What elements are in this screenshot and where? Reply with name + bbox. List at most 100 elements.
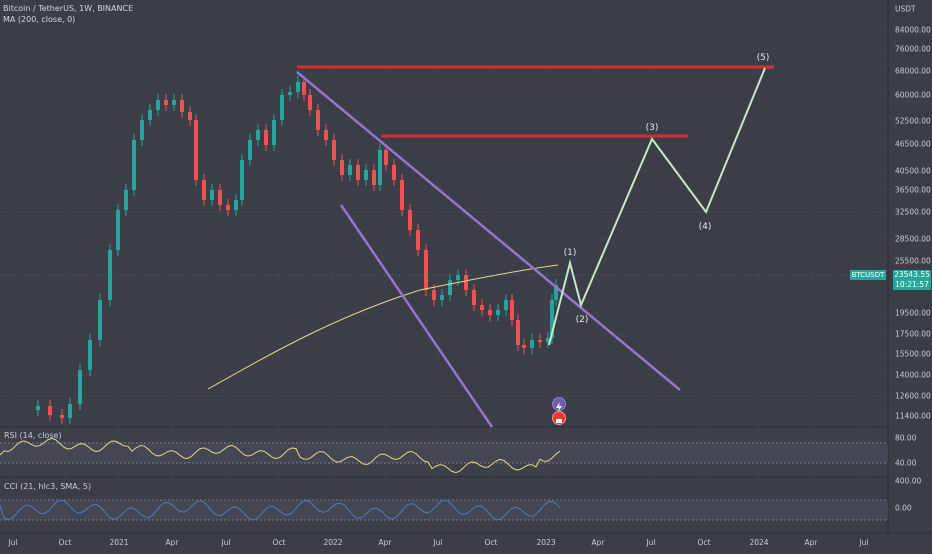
candle[interactable] [194,120,198,180]
candle[interactable] [264,130,268,145]
candle[interactable] [348,165,352,175]
candle[interactable] [48,406,52,415]
time-tick: Jul [433,538,443,547]
candle[interactable] [210,190,214,200]
channel-upper-line[interactable] [296,71,681,391]
candle[interactable] [36,406,40,410]
candle[interactable] [546,338,550,342]
candle[interactable] [496,310,500,315]
candle[interactable] [234,200,238,210]
candle[interactable] [248,140,252,160]
candle[interactable] [180,100,184,112]
elliott-wave-projection[interactable] [548,67,766,346]
rsi-band [0,443,888,463]
cci-pane[interactable] [0,478,888,533]
candle[interactable] [510,300,514,320]
candle[interactable] [226,205,230,210]
candle[interactable] [378,150,382,185]
candle[interactable] [400,180,404,210]
candle[interactable] [98,300,102,340]
candle[interactable] [464,275,468,290]
candles[interactable] [36,76,558,424]
candle[interactable] [164,100,168,105]
candle[interactable] [324,130,328,140]
ma-legend[interactable]: MA (200, close, 0) [3,15,76,24]
candle[interactable] [448,280,452,295]
event-flag-icon[interactable] [552,411,566,425]
candle[interactable] [372,170,376,185]
price-tick: 11400.00 [895,411,931,421]
cci-label[interactable]: CCI (21, hlc3, SMA, 5) [4,482,92,491]
candle[interactable] [356,165,360,180]
candle[interactable] [272,120,276,145]
candle[interactable] [408,210,412,230]
candle[interactable] [296,82,300,92]
candle[interactable] [172,100,176,105]
candle[interactable] [78,370,82,404]
candle[interactable] [218,190,222,205]
candle[interactable] [308,95,312,110]
candle[interactable] [132,140,136,190]
rsi-label[interactable]: RSI (14, close) [4,431,62,440]
candle[interactable] [392,165,396,180]
candle[interactable] [140,120,144,140]
lightning-icon[interactable] [552,397,566,412]
price-axis-currency: USDT [895,4,916,14]
candle[interactable] [550,300,554,338]
last-price-badge: 23543.55 [893,270,931,280]
candle[interactable] [538,340,542,342]
candle[interactable] [522,345,526,348]
candle[interactable] [202,180,206,200]
candle[interactable] [554,285,558,300]
candle[interactable] [472,290,476,305]
candle[interactable] [60,415,64,418]
candle[interactable] [116,210,120,250]
candle[interactable] [416,230,420,250]
candle[interactable] [516,320,520,345]
candle[interactable] [156,100,160,110]
candle[interactable] [504,300,508,310]
rsi-line[interactable] [0,437,561,474]
countdown-badge: 10:21:57 [893,280,931,290]
time-tick: Apr [591,538,605,547]
price-tick: 68000.00 [895,66,931,76]
channel-lower-line[interactable] [339,204,494,428]
flag-glyph [556,419,562,423]
candle[interactable] [240,160,244,200]
candle[interactable] [480,305,484,310]
candle[interactable] [384,150,388,165]
candle[interactable] [332,140,336,160]
candle[interactable] [488,310,492,315]
candle[interactable] [88,340,92,370]
candle[interactable] [288,92,292,95]
price-tick: 84000.00 [895,25,931,35]
cci-tick: 0.00 [895,503,912,513]
candle[interactable] [424,250,428,290]
candle[interactable] [302,82,306,95]
candle[interactable] [188,112,192,120]
candle[interactable] [340,160,344,175]
candle[interactable] [316,110,320,130]
main-pane[interactable] [0,0,888,427]
candle[interactable] [256,130,260,140]
price-tick: 17500.00 [895,329,931,339]
rsi-tick: 80.00 [895,433,917,443]
candle[interactable] [364,170,368,180]
time-tick: 2021 [109,538,129,547]
candle[interactable] [124,190,128,210]
candle[interactable] [530,340,534,348]
candle[interactable] [68,404,72,418]
price-tick: 32500.00 [895,207,931,217]
candle[interactable] [440,295,444,300]
candle[interactable] [456,275,460,280]
candle[interactable] [108,250,112,300]
symbol-title[interactable]: Bitcoin / TetherUS, 1W, BINANCE [3,4,134,13]
cci-line[interactable] [0,499,561,521]
candle[interactable] [148,110,152,120]
time-tick: Oct [272,538,286,547]
candle[interactable] [280,95,284,120]
time-tick: Oct [484,538,498,547]
candle[interactable] [432,290,436,300]
